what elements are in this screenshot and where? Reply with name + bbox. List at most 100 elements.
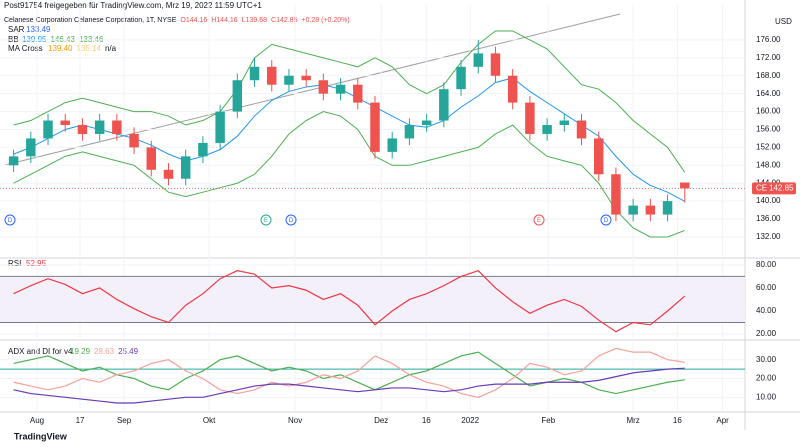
candle-body xyxy=(198,142,208,157)
trend-line xyxy=(4,13,621,166)
last-price-symbol: CE xyxy=(756,183,767,192)
y-tick-label: 156.00 xyxy=(756,125,781,134)
candle-body xyxy=(576,120,587,139)
candle-body xyxy=(112,120,122,134)
x-tick-label: Apr xyxy=(716,416,729,425)
y-tick-label: 132.00 xyxy=(756,232,781,241)
candle-body xyxy=(43,120,53,139)
candle-body xyxy=(146,147,157,170)
adx-label: ADX and DI for v4 xyxy=(8,347,73,356)
candle-body xyxy=(439,89,449,121)
candle-body xyxy=(94,120,105,134)
x-tick-label: 16 xyxy=(673,416,682,425)
event-label: D xyxy=(289,218,294,224)
candle-body xyxy=(232,80,243,112)
currency: USD xyxy=(775,17,792,26)
y-tick-label: 160.00 xyxy=(756,107,781,116)
ohlc-value: O144.16 xyxy=(180,17,207,24)
candle-body xyxy=(662,201,673,215)
sar-value: 133.49 xyxy=(26,25,51,34)
symbol-title: Celanese Corporation Celanese Corporatio… xyxy=(4,17,177,24)
candle-body xyxy=(456,66,466,90)
x-tick-label: 16 xyxy=(422,416,431,425)
indicator-line xyxy=(13,347,685,398)
y-tick-label: 30.00 xyxy=(756,355,777,364)
candle-body xyxy=(628,205,638,215)
rsi-value: 52.95 xyxy=(26,259,47,268)
y-tick-label: 152.00 xyxy=(756,143,781,152)
event-marker xyxy=(260,214,272,226)
event-label: D xyxy=(604,218,609,224)
event-label: E xyxy=(264,218,268,224)
candle-body xyxy=(387,138,397,152)
bollinger-line xyxy=(13,30,686,173)
sar-label: SAR xyxy=(8,25,25,34)
y-tick-label: 10.00 xyxy=(756,392,777,401)
candle-body xyxy=(8,156,19,166)
ohlc-value: +0.28 (+0.20%) xyxy=(301,17,349,24)
event-marker xyxy=(285,214,297,226)
ma-label: MA Cross xyxy=(8,44,43,53)
x-tick-label: 17 xyxy=(76,416,85,425)
y-tick-label: 20.00 xyxy=(756,329,777,338)
candle-body xyxy=(284,75,294,85)
candle-body xyxy=(559,120,570,126)
candle-body xyxy=(60,120,70,126)
adx-value: 28.63 xyxy=(94,347,115,356)
x-tick-label: Sep xyxy=(117,416,132,425)
last-price-tag xyxy=(752,182,796,195)
logo: TradingView xyxy=(14,431,68,441)
candle-body xyxy=(249,66,260,81)
y-tick-label: 136.00 xyxy=(756,214,781,223)
rsi-band-fill xyxy=(0,276,745,323)
y-tick-label: 20.00 xyxy=(756,374,777,383)
candle-body xyxy=(507,75,518,103)
event-marker xyxy=(533,214,545,226)
y-tick-label: 80.00 xyxy=(756,260,777,269)
candle-body xyxy=(611,174,621,215)
y-tick-label: 172.00 xyxy=(756,53,781,62)
y-tick-label: 140.00 xyxy=(756,196,781,205)
candle-body xyxy=(267,66,277,85)
candle-body xyxy=(542,125,552,134)
candle-body xyxy=(163,169,174,179)
y-tick-label: 176.00 xyxy=(756,35,781,44)
rsi-label: RSI xyxy=(8,259,21,268)
candle-body xyxy=(129,133,139,148)
event-marker xyxy=(600,214,612,226)
ohlc-value: H144.16 xyxy=(211,17,238,24)
event-marker xyxy=(4,214,16,226)
x-tick-label: Nov xyxy=(288,416,302,425)
candle-body xyxy=(335,84,346,94)
ma-value: n/a xyxy=(105,44,117,53)
candle-body xyxy=(593,138,604,175)
adx-value: 25.49 xyxy=(118,347,139,356)
x-tick-label: Okt xyxy=(203,416,216,425)
x-tick-label: Dez xyxy=(374,416,388,425)
candle-body xyxy=(404,125,415,139)
ma-value: 139.40 xyxy=(48,44,73,53)
last-price-value: 142.85 xyxy=(769,183,794,192)
bollinger-line xyxy=(13,111,685,238)
y-tick-label: 148.00 xyxy=(756,160,781,169)
y-tick-label: 40.00 xyxy=(756,306,777,315)
shared-by: Post91754 freigegeben für TradingView.co… xyxy=(4,1,262,10)
ohlc-value: C142.85 xyxy=(271,17,298,24)
indicator-line xyxy=(13,367,685,404)
candle-body xyxy=(215,111,225,143)
candle-body xyxy=(525,102,535,134)
candle-body xyxy=(645,205,656,215)
candle-body xyxy=(421,120,432,126)
candle-body xyxy=(77,125,88,134)
indicator-line xyxy=(13,269,686,333)
candle-body xyxy=(318,80,329,94)
candle-body xyxy=(301,75,311,81)
x-tick-label: Feb xyxy=(541,416,555,425)
candle-body xyxy=(490,53,501,76)
candle-body xyxy=(473,53,483,67)
candle-body xyxy=(353,84,363,103)
x-tick-label: 2022 xyxy=(461,416,479,425)
indicator-line xyxy=(13,351,685,395)
ma-value: 135.14 xyxy=(76,44,101,53)
